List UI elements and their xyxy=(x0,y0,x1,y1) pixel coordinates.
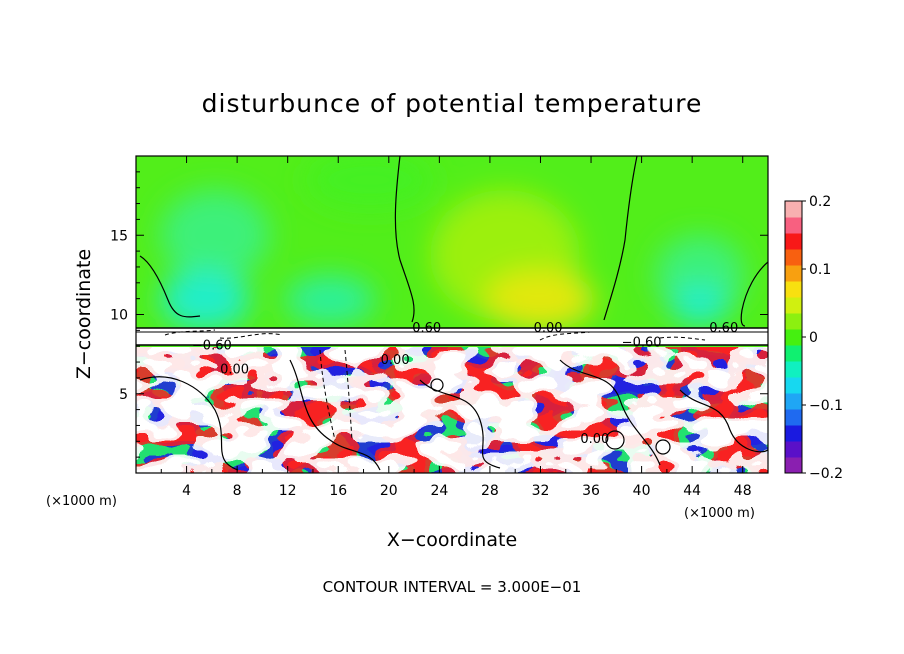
x-tick-label: 40 xyxy=(633,483,651,499)
colorbar-swatch xyxy=(785,361,802,378)
x-tick-label: 28 xyxy=(481,483,499,499)
field-lower-white xyxy=(136,347,768,473)
colorbar-swatch xyxy=(785,377,802,394)
contour-dashed xyxy=(164,329,706,441)
colorbar-swatch xyxy=(785,249,802,266)
colorbar: −0.2 −0.1 0 0.1 0.2 xyxy=(784,194,843,482)
colorbar-swatch xyxy=(785,409,802,426)
field-upper-blobs xyxy=(160,156,745,330)
y-tick-label: 5 xyxy=(119,387,128,403)
contour-labels: 0.60 0.60 0.00 −0.60 −0.60 0.00 0.00 0.00 xyxy=(192,321,738,447)
colorbar-swatch xyxy=(785,425,802,442)
contour-label: 0.00 xyxy=(220,362,249,377)
colorbar-swatch xyxy=(785,441,802,458)
y-tick-label: 10 xyxy=(110,308,128,324)
colorbar-swatch xyxy=(785,281,802,298)
contour-lines xyxy=(139,156,768,471)
x-axis-label: X−coordinate xyxy=(387,529,517,551)
colorbar-swatch xyxy=(785,329,802,346)
colorbar-swatch xyxy=(785,345,802,362)
colorbar-tick-label: 0.1 xyxy=(809,262,831,278)
x-tick-label: 24 xyxy=(430,483,448,499)
x-axis-ticks: 4 8 12 16 20 24 28 32 36 40 44 48 xyxy=(160,156,752,499)
x-tick-label: 44 xyxy=(683,483,701,499)
colorbar-tick-label: −0.2 xyxy=(809,466,843,482)
colorbar-swatch xyxy=(785,217,802,234)
x-tick-label: 32 xyxy=(532,483,550,499)
x-tick-label: 4 xyxy=(182,483,191,499)
contour-label: 0.00 xyxy=(381,353,410,368)
contour-label: −0.60 xyxy=(622,335,662,350)
contour-interval-note: CONTOUR INTERVAL = 3.000E−01 xyxy=(323,578,582,596)
y-axis-ticks: 5 10 15 xyxy=(110,171,768,458)
colorbar-swatch xyxy=(785,297,802,314)
colorbar-swatch xyxy=(785,313,802,330)
y-tick-label: 15 xyxy=(110,228,128,244)
colorbar-swatch xyxy=(785,265,802,282)
colorbar-swatch xyxy=(785,457,802,474)
colorbar-swatch xyxy=(785,201,802,218)
colorbar-tick-label: −0.1 xyxy=(809,398,843,414)
colorbar-tick-label: 0.2 xyxy=(809,194,831,210)
plot-area xyxy=(136,156,768,473)
contour-label: 0.60 xyxy=(709,321,738,336)
y-axis-label: Z−coordinate xyxy=(73,249,95,379)
x-unit-right: (×1000 m) xyxy=(684,506,755,521)
colorbar-swatch xyxy=(785,393,802,410)
x-tick-label: 48 xyxy=(734,483,752,499)
x-tick-label: 36 xyxy=(582,483,600,499)
colorbar-tick-label: 0 xyxy=(809,330,818,346)
contour-label: 0.00 xyxy=(534,321,563,336)
contour-label: 0.00 xyxy=(580,432,609,447)
contour-label: −0.60 xyxy=(192,339,232,354)
colorbar-swatch xyxy=(785,233,802,250)
x-tick-label: 16 xyxy=(329,483,347,499)
x-tick-label: 12 xyxy=(279,483,297,499)
x-tick-label: 8 xyxy=(233,483,242,499)
x-unit-left: (×1000 m) xyxy=(46,494,117,509)
contour-label: 0.60 xyxy=(412,321,441,336)
x-tick-label: 20 xyxy=(380,483,398,499)
chart-title: disturbunce of potential temperature xyxy=(202,89,703,118)
